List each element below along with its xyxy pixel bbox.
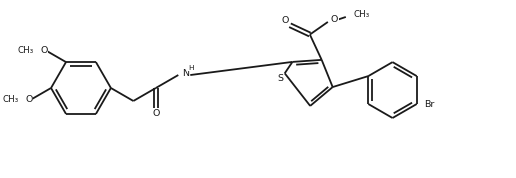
Text: H: H (188, 65, 194, 71)
Text: CH₃: CH₃ (3, 95, 19, 104)
Text: O: O (41, 46, 48, 55)
Text: N: N (182, 69, 189, 78)
Text: O: O (152, 109, 159, 118)
Text: Br: Br (424, 100, 434, 109)
Text: O: O (331, 15, 338, 24)
Text: S: S (278, 74, 284, 83)
Text: O: O (281, 16, 288, 25)
Text: CH₃: CH₃ (354, 11, 370, 19)
Text: CH₃: CH₃ (18, 46, 34, 55)
Text: O: O (26, 95, 33, 104)
